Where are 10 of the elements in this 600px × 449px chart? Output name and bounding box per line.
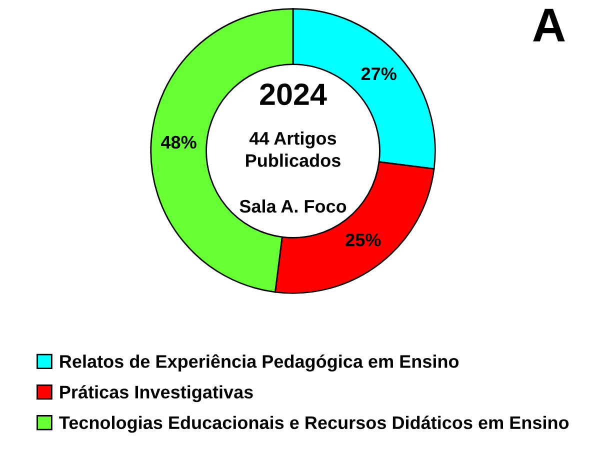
data-label: 48%: [160, 136, 196, 149]
text: Sala A. Foco: [240, 199, 346, 213]
text: A: [533, 8, 565, 42]
data-label: 27%: [361, 67, 396, 80]
legend-label: Práticas Investigativas: [60, 385, 253, 402]
text: 2024: [260, 84, 327, 106]
legend-label: Relatos de Experiência Pedagógica em Ensino: [60, 354, 459, 372]
text: 44 Artigos Publicados: [246, 132, 340, 167]
data-label: 25%: [346, 233, 381, 246]
legend-label: Tecnologias Educacionais e Recursos Didáticos em Ensino: [59, 416, 569, 433]
